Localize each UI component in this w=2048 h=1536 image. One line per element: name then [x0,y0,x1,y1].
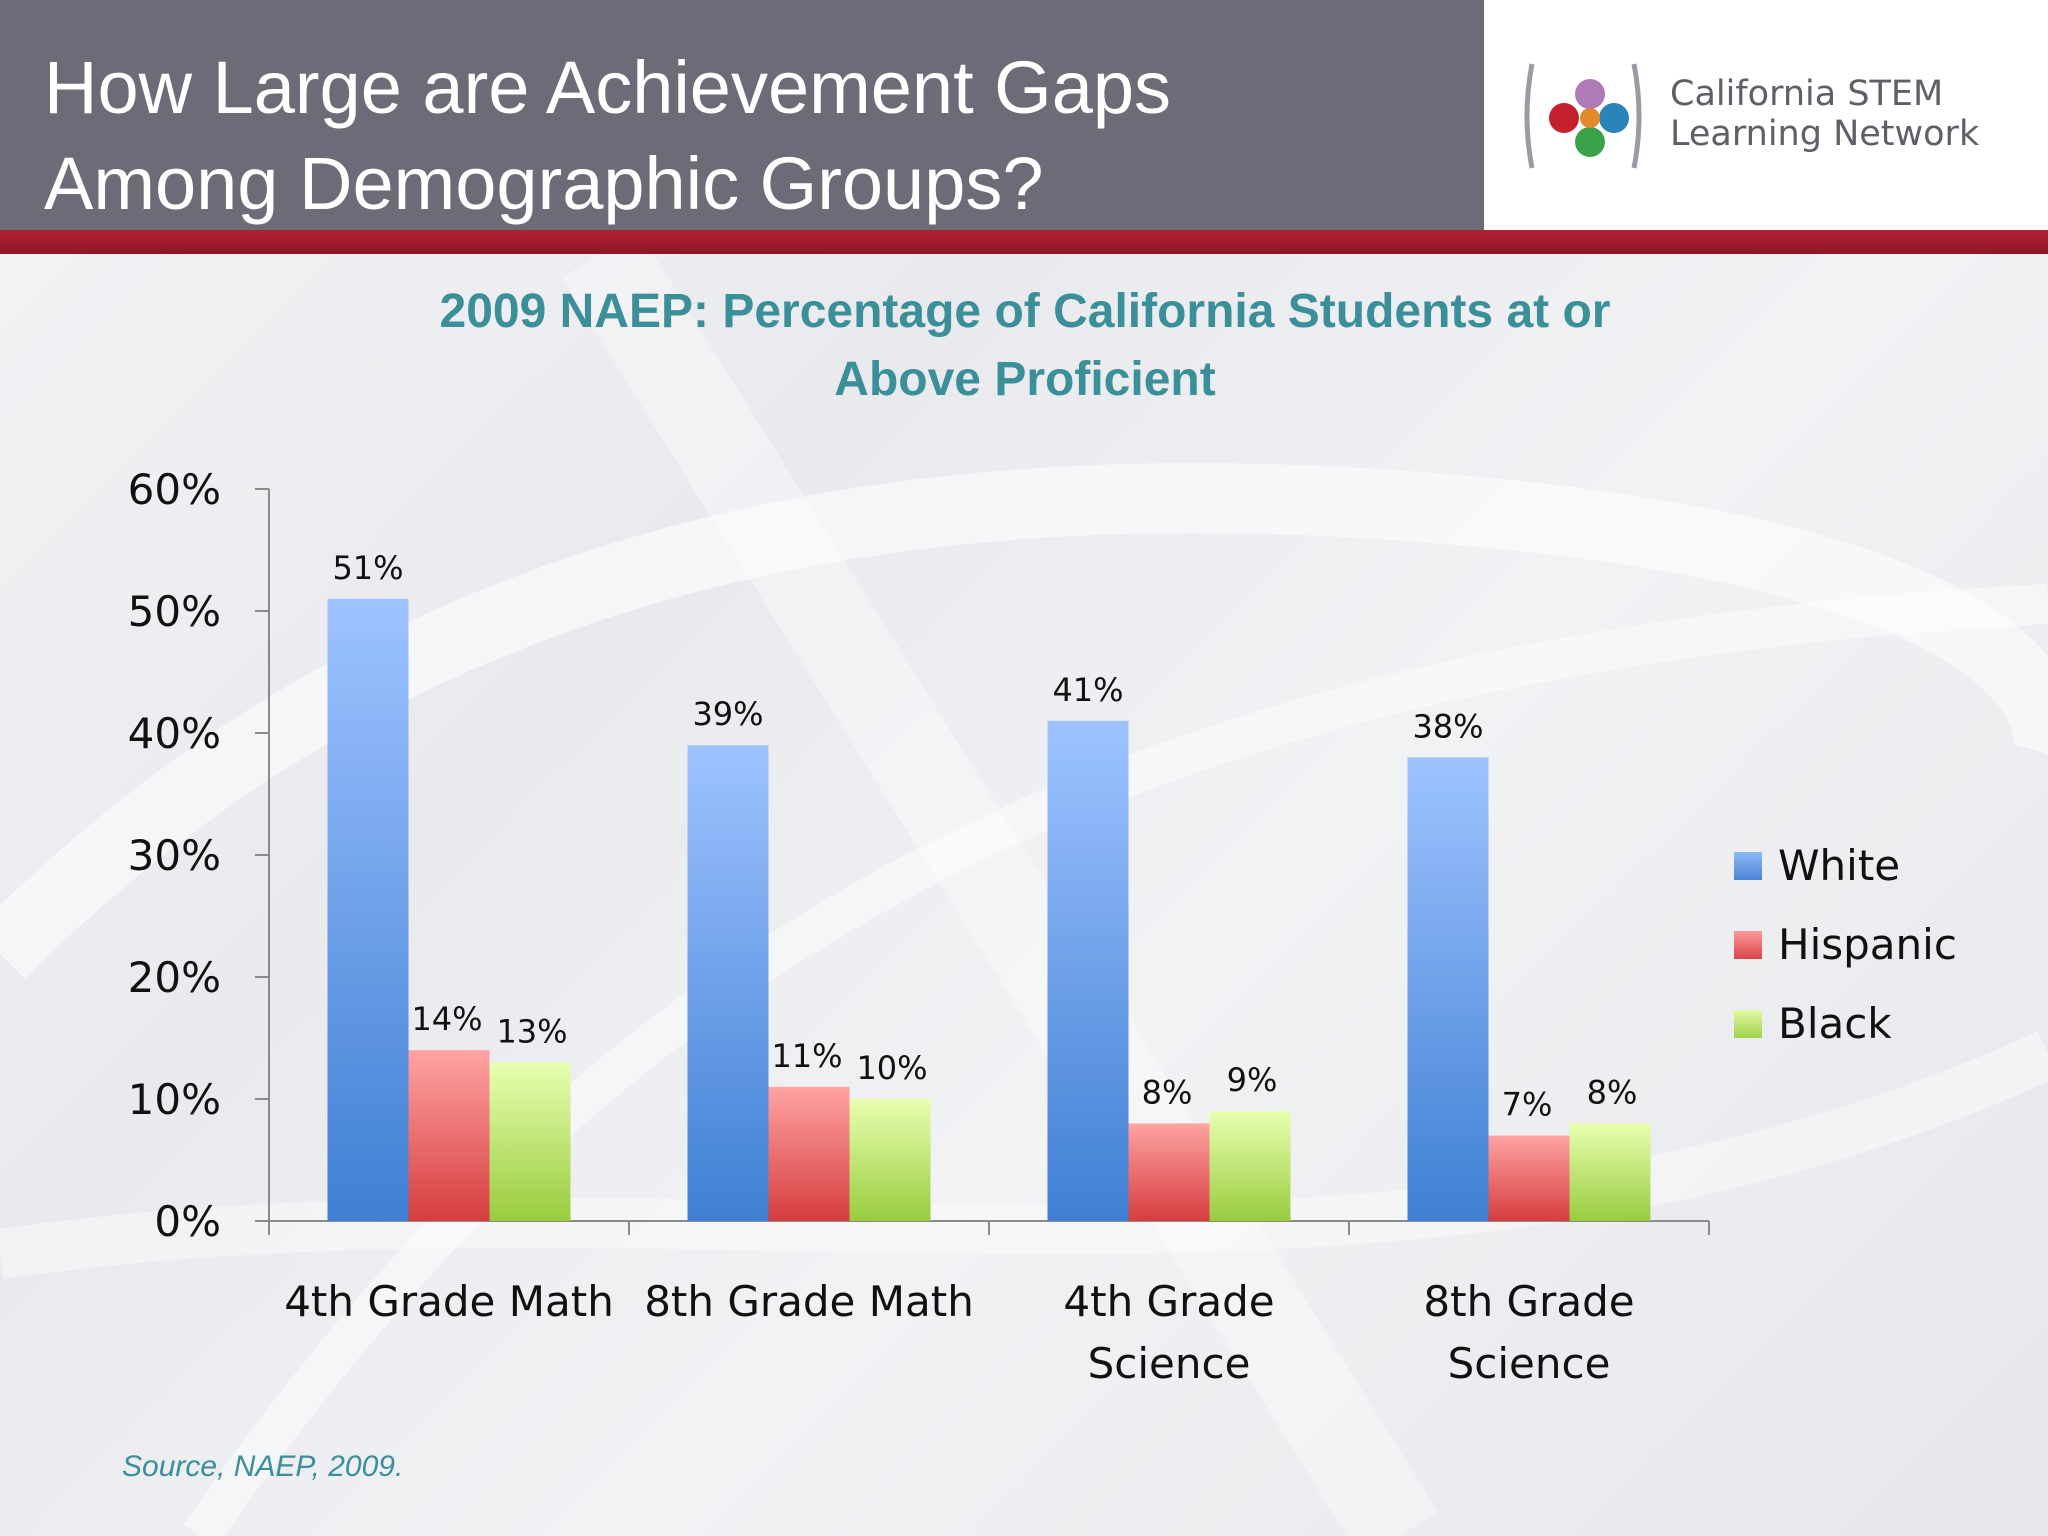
y-tick-label: 30% [128,831,221,880]
data-label: 51% [332,549,403,587]
data-label: 38% [1412,707,1483,745]
chart-title-line-2: Above Proficient [834,353,1216,406]
legend-swatch [1734,930,1762,959]
data-label: 11% [771,1037,842,1075]
data-label: 9% [1227,1061,1278,1099]
y-tick-label: 60% [128,465,221,514]
bar-hispanic [768,1086,850,1221]
x-category-label: Science [1448,1339,1611,1388]
data-label: 13% [496,1012,567,1050]
bar-white [1407,757,1489,1221]
logo-text-line-1: California STEM [1670,74,1944,114]
chart-title: 2009 NAEP: Percentage of California Stud… [340,278,1710,414]
source-note: Source, NAEP, 2009. [122,1450,404,1483]
legend-label: Hispanic [1778,920,1957,969]
x-category-label: 8th Grade Math [644,1277,974,1326]
header-bar [0,0,1484,230]
legend-item-black: Black [1734,984,1957,1063]
bar-hispanic [1128,1123,1210,1221]
legend-label: Black [1778,999,1892,1048]
bar-hispanic [1488,1135,1570,1221]
bar-black [1209,1111,1291,1221]
bar-black [1569,1123,1651,1221]
y-tick-label: 50% [128,587,221,636]
slide-title-line-2: Among Demographic Groups? [44,142,1044,225]
bar-white [687,745,769,1221]
data-label: 41% [1052,671,1123,709]
accent-red-bar [0,230,2048,254]
bar-hispanic [408,1050,490,1221]
legend-swatch [1734,1009,1762,1038]
legend-swatch [1734,851,1762,880]
x-category-label: 8th Grade [1423,1277,1634,1326]
chart-labels: 0% 10% 20% 30% 40% 50% 60% 51% 14% 13% 4th Grade M… [128,465,1638,1388]
y-tick-label: 40% [128,709,221,758]
slide-title: How Large are Achievement Gaps Among Dem… [44,40,1464,232]
legend-item-white: White [1734,826,1957,905]
chart-title-line-1: 2009 NAEP: Percentage of California Stud… [439,285,1611,338]
x-category-label: 4th Grade Math [284,1277,614,1326]
y-tick-label: 0% [154,1197,221,1246]
bar-white [1047,720,1129,1221]
x-category-label: Science [1088,1339,1251,1388]
data-label: 8% [1587,1073,1638,1111]
data-label: 8% [1142,1073,1193,1111]
chart-legend: White Hispanic Black [1734,826,1957,1063]
bar-black [849,1099,931,1221]
legend-item-hispanic: Hispanic [1734,905,1957,984]
y-tick-label: 10% [128,1075,221,1124]
logo-text: California STEM Learning Network [1670,74,1979,154]
data-label: 10% [856,1049,927,1087]
data-label: 14% [411,1000,482,1038]
bar-black [489,1062,571,1221]
logo-text-line-2: Learning Network [1670,114,1980,154]
data-label: 7% [1502,1086,1553,1124]
y-tick-label: 20% [128,953,221,1002]
slide-title-line-1: How Large are Achievement Gaps [44,46,1172,129]
chart-bars [327,598,1651,1221]
data-label: 39% [692,695,763,733]
x-category-label: 4th Grade [1063,1277,1274,1326]
stem-logo-icon [1524,63,1642,169]
bar-white [327,598,409,1221]
legend-label: White [1778,841,1901,890]
